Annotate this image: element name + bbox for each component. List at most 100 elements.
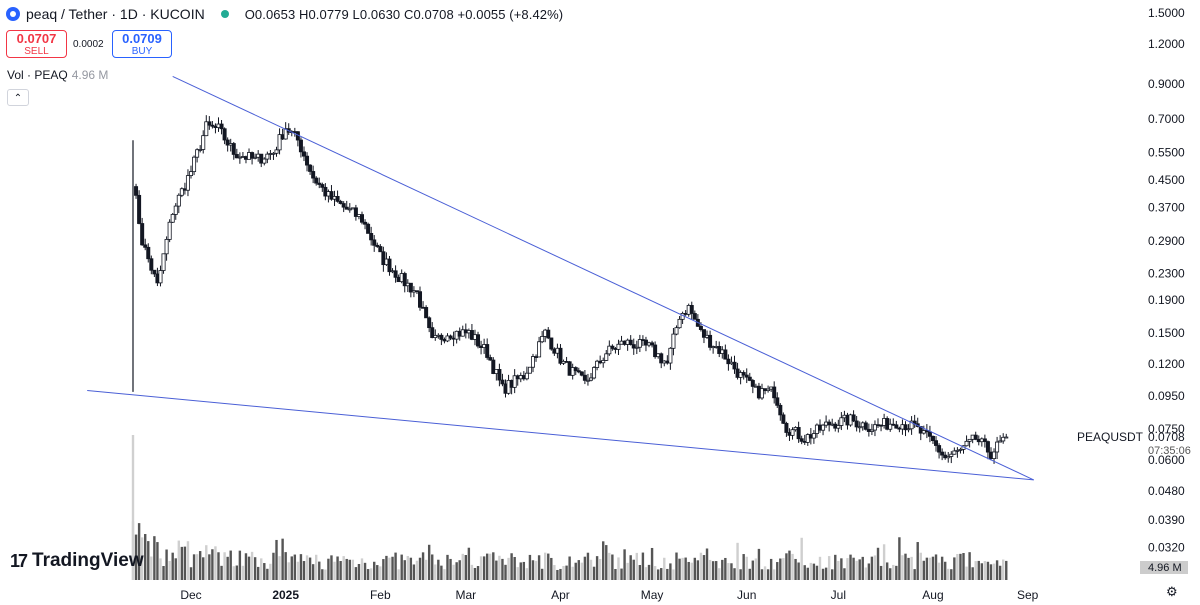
chevron-up-icon[interactable]: ⌃ (7, 89, 29, 106)
volume-bar (137, 523, 141, 580)
volume-bar (446, 554, 449, 580)
volume-bar (721, 559, 724, 580)
last-price-label: 0.0708 (1148, 430, 1185, 444)
volume-bar (714, 561, 718, 580)
volume-bar (937, 562, 941, 580)
buy-button[interactable]: 0.0709 BUY (112, 30, 172, 58)
candle-down (796, 427, 801, 440)
volume-bar (150, 556, 153, 580)
candle-down (146, 246, 151, 260)
candle-up (204, 121, 209, 137)
candle-down (338, 200, 343, 204)
candle-down (427, 317, 432, 329)
ohlc-readout: O0.0653 H0.0779 L0.0630 C0.0708 +0.0055 … (244, 6, 564, 22)
volume-bar (531, 560, 535, 580)
x-tick-label: Sep (1017, 588, 1039, 602)
volume-bar (452, 564, 455, 580)
volume-bar (870, 556, 874, 580)
volume-bar (241, 565, 245, 580)
y-tick-label: 0.1500 (1148, 326, 1185, 340)
candle-down (582, 374, 587, 381)
volume-bar (366, 569, 370, 580)
volume-bar (904, 553, 907, 580)
volume-bar (950, 569, 953, 580)
gear-icon[interactable]: ⚙ (1166, 584, 1178, 599)
volume-bar (968, 552, 971, 580)
candle-down (402, 273, 407, 287)
volume-bar (180, 546, 184, 580)
candle-up (955, 449, 960, 452)
volume-bar (879, 565, 883, 580)
volume-bar (272, 552, 275, 580)
candle-up (964, 440, 969, 447)
symbol-title[interactable]: peaq / Tether · 1D · KUCOIN (26, 6, 205, 22)
candle-up (671, 333, 676, 349)
sell-button[interactable]: 0.0707 SELL (6, 30, 67, 58)
volume-bar (852, 557, 855, 580)
candle-down (329, 191, 334, 200)
volume-bar (855, 560, 858, 580)
volume-bar (211, 549, 214, 580)
volume-bar (467, 547, 471, 580)
volume-bar (315, 554, 318, 580)
candle-down (497, 369, 502, 381)
volume-bar (226, 556, 229, 580)
candle-down (558, 347, 563, 364)
candle-down (650, 342, 655, 346)
volume-bar (440, 565, 443, 580)
volume-bar (675, 552, 678, 580)
candle-up (347, 208, 352, 211)
candle-up (967, 438, 972, 442)
volume-bar (809, 562, 813, 580)
volume-bar (598, 558, 602, 580)
chart-header: peaq / Tether · 1D · KUCOIN O0.0653 H0.0… (6, 6, 563, 22)
volume-bar (321, 569, 324, 580)
y-tick-label: 0.1900 (1148, 293, 1185, 307)
volume-bar (415, 560, 419, 580)
volume-bar (473, 567, 477, 580)
volume-bar (818, 556, 822, 580)
volume-bar (479, 556, 483, 580)
volume-bar (275, 539, 278, 580)
volume-bar (974, 561, 977, 580)
volume-bar (638, 565, 642, 580)
volume-bar (910, 556, 913, 580)
candle-down (250, 152, 255, 159)
volume-bar (821, 568, 825, 580)
volume-bar (382, 559, 385, 580)
volume-bar (342, 556, 345, 580)
volume-bar (986, 561, 990, 580)
candle-up (192, 156, 197, 173)
candle-down (927, 431, 932, 437)
volume-bar (577, 560, 580, 580)
candle-up (992, 451, 997, 460)
candle-up (607, 345, 612, 355)
volume-bar (589, 559, 593, 580)
candle-down (387, 258, 392, 273)
volume-indicator-legend[interactable]: Vol · PEAQ 4.96 M (7, 68, 108, 82)
trendline-lower (87, 389, 1034, 481)
y-tick-label: 0.0600 (1148, 453, 1185, 467)
countdown-label: 07:35:06 (1148, 445, 1191, 457)
volume-bar (736, 542, 739, 580)
candle-down (491, 359, 496, 374)
volume-bar (611, 554, 614, 580)
volume-bar (889, 568, 892, 580)
volume-bar (369, 568, 373, 580)
candle-up (634, 346, 639, 349)
volume-bar (189, 567, 193, 580)
volume-bar (568, 556, 571, 580)
candle-down (698, 325, 703, 330)
volume-bar (983, 561, 987, 580)
volume-bar (602, 541, 605, 580)
volume-bar (724, 557, 727, 580)
candle-down (573, 367, 578, 372)
volume-bar (934, 554, 938, 580)
volume-bar (1005, 560, 1008, 580)
candle-up (674, 327, 679, 335)
volume-bar (131, 435, 135, 580)
volume-bar (354, 567, 358, 580)
candle-up (173, 205, 178, 215)
volume-bar (235, 565, 239, 580)
